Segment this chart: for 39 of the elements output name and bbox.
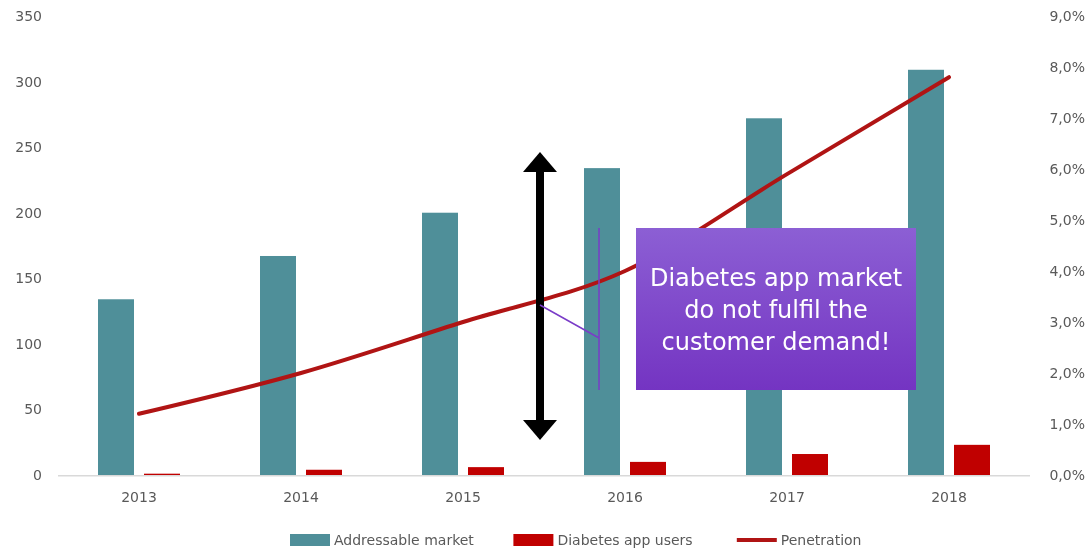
bar <box>584 168 620 475</box>
y-tick-label: 250 <box>15 139 42 156</box>
bar <box>422 212 458 475</box>
y2-tick-label: 6,0% <box>1049 161 1085 177</box>
y-tick-label: 300 <box>15 73 42 90</box>
y-tick-label: 50 <box>24 401 42 418</box>
y2-tick-label: 5,0% <box>1049 212 1085 228</box>
annotation: Diabetes app market do not fulfil the customer demand! <box>649 264 903 356</box>
x-tick-label: 2016 <box>607 489 643 505</box>
x-tick-label: 2014 <box>283 489 319 505</box>
bar <box>954 444 990 475</box>
legend-label: Penetration <box>780 532 862 548</box>
bar <box>98 299 134 475</box>
y2-tick-label: 1,0% <box>1049 416 1085 432</box>
y2-tick-label: 0,0% <box>1049 467 1085 483</box>
bar <box>792 454 828 475</box>
x-tick-label: 2015 <box>445 489 481 505</box>
legend-label: Diabetes app users <box>557 532 693 548</box>
y-tick-label: 100 <box>15 335 42 352</box>
x-tick-label: 2017 <box>769 489 805 505</box>
bar <box>260 255 296 475</box>
y2-tick-label: 2,0% <box>1049 365 1085 381</box>
y2-tick-label: 9,0% <box>1049 8 1085 24</box>
y2-tick-label: 4,0% <box>1049 263 1085 279</box>
bar <box>630 461 666 475</box>
y-tick-label: 350 <box>15 8 42 24</box>
y-tick-label: 150 <box>15 270 42 287</box>
legend-label: Addressable market <box>334 532 475 548</box>
bar <box>468 467 504 475</box>
line-series <box>137 75 951 416</box>
y-tick-label: 0 <box>33 467 42 483</box>
y2-tick-label: 7,0% <box>1049 110 1085 126</box>
bar <box>908 69 944 475</box>
x-tick-label: 2013 <box>121 489 157 505</box>
bar <box>306 469 342 475</box>
x-tick-label: 2018 <box>931 489 967 505</box>
y2-tick-label: 8,0% <box>1049 59 1085 75</box>
y-tick-label: 200 <box>15 204 42 221</box>
y2-tick-label: 3,0% <box>1049 314 1085 330</box>
